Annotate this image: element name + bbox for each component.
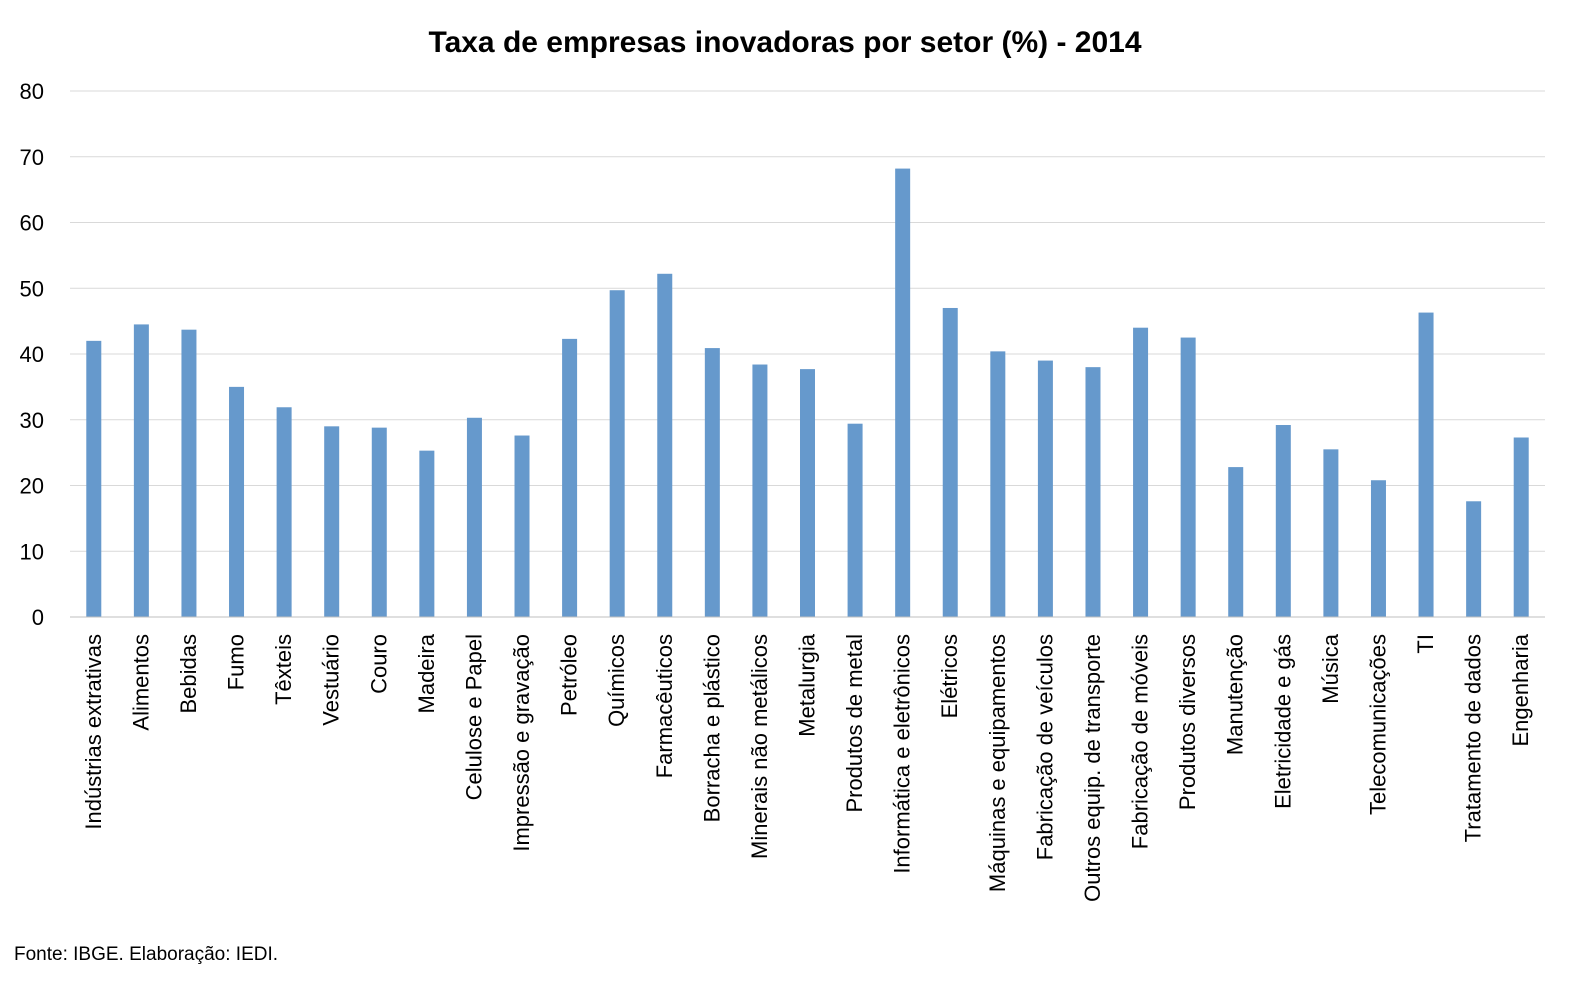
x-tick-label: Impressão e gravação	[509, 634, 534, 852]
y-tick-label: 80	[20, 79, 44, 104]
x-tick-label: Alimentos	[128, 634, 153, 731]
x-tick-label: Químicos	[604, 634, 629, 727]
bar	[371, 427, 387, 617]
bar	[942, 307, 958, 617]
bar	[229, 386, 245, 617]
bar	[466, 417, 482, 617]
x-tick-label: Indústrias extrativas	[81, 634, 106, 830]
x-tick-label: Informática e eletrônicos	[890, 634, 915, 874]
y-axis-ticks: 0 10 20 30 40 50 60 70 80	[20, 79, 44, 630]
x-tick-label: Fabricação de móveis	[1128, 634, 1153, 849]
bar	[1370, 480, 1386, 617]
x-tick-label: Fumo	[224, 634, 249, 690]
y-tick-label: 20	[20, 474, 44, 499]
y-tick-label: 60	[20, 211, 44, 236]
x-tick-label: Telecomunicações	[1365, 634, 1390, 815]
bar	[562, 338, 578, 617]
bar	[1085, 367, 1101, 617]
y-tick-label: 30	[20, 408, 44, 433]
x-tick-label: Eletricidade e gás	[1270, 634, 1295, 809]
bar	[1037, 360, 1053, 617]
x-tick-label: Minerais não metálicos	[747, 634, 772, 859]
bar	[657, 273, 673, 617]
x-tick-label: Produtos de metal	[842, 634, 867, 813]
x-tick-label: Vestuário	[319, 634, 344, 726]
x-tick-label: Petróleo	[557, 634, 582, 716]
bar	[1228, 467, 1244, 617]
bar	[609, 290, 625, 617]
x-tick-label: Manutenção	[1223, 634, 1248, 755]
x-tick-label: Música	[1318, 633, 1343, 703]
bar	[1323, 449, 1339, 617]
x-tick-label: Couro	[366, 634, 391, 694]
bar	[86, 340, 102, 617]
bar	[1466, 501, 1482, 617]
bar	[276, 407, 292, 617]
x-tick-label: Engenharia	[1508, 633, 1533, 746]
bar	[324, 426, 340, 617]
bar	[1418, 312, 1434, 617]
x-tick-label: Produtos diversos	[1175, 634, 1200, 810]
x-tick-label: Têxteis	[271, 634, 296, 705]
bar	[181, 329, 197, 617]
bar	[704, 348, 720, 617]
x-axis-ticks: Indústrias extrativas Alimentos Bebidas Fum…	[81, 633, 1533, 902]
x-tick-label: Borracha e plástico	[699, 634, 724, 822]
bar	[990, 351, 1006, 617]
x-tick-label: Metalurgia	[795, 633, 820, 736]
x-tick-label: Máquinas e equipamentos	[985, 634, 1010, 892]
x-tick-label: TI	[1413, 634, 1438, 654]
bar	[752, 364, 768, 617]
y-tick-label: 40	[20, 342, 44, 367]
y-tick-label: 70	[20, 145, 44, 170]
bar	[1275, 425, 1291, 617]
x-tick-label: Tratamento de dados	[1461, 634, 1486, 842]
x-tick-label: Madeira	[414, 633, 439, 713]
x-tick-label: Celulose e Papel	[461, 634, 486, 800]
bar	[1133, 327, 1149, 617]
bar	[800, 369, 815, 617]
x-tick-label: Outros equip. de transporte	[1080, 634, 1105, 902]
x-tick-label: Farmacêuticos	[652, 634, 677, 778]
bar	[1513, 437, 1529, 617]
bar	[133, 324, 149, 617]
bar	[847, 423, 863, 617]
bar	[895, 168, 911, 617]
bar	[1180, 337, 1196, 617]
bar	[419, 450, 435, 617]
bar	[514, 435, 530, 617]
y-tick-label: 0	[32, 605, 44, 630]
bars	[86, 168, 1529, 617]
source-note: Fonte: IBGE. Elaboração: IEDI.	[14, 944, 279, 965]
x-tick-label: Bebidas	[176, 634, 201, 714]
y-tick-label: 50	[20, 276, 44, 301]
chart-title: Taxa de empresas inovadoras por setor (%…	[428, 26, 1141, 59]
x-tick-label: Fabricação de veículos	[1032, 634, 1057, 860]
y-tick-label: 10	[20, 539, 44, 564]
x-tick-label: Elétricos	[937, 634, 962, 718]
